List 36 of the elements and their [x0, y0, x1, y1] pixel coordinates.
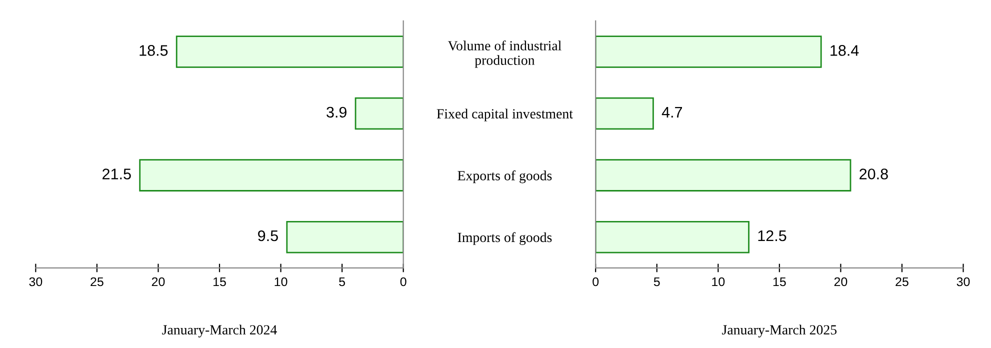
x-tick-label: 0	[400, 277, 406, 286]
x-tick-label: 10	[712, 277, 725, 286]
bar	[176, 36, 404, 68]
x-tick-label: 5	[654, 277, 660, 286]
x-tick-label: 10	[274, 277, 288, 286]
x-tick-label: 30	[956, 277, 970, 286]
y-tick-label: Fixed capital investment	[436, 108, 573, 122]
x-tick-label: 30	[29, 277, 42, 286]
data-label: 21.5	[102, 168, 131, 180]
bar	[286, 220, 404, 254]
bar	[354, 97, 404, 130]
x-axis-title: January-March 2025	[722, 324, 837, 338]
data-label: 18.4	[830, 45, 859, 56]
x-tick-label: 20	[152, 277, 165, 286]
bar	[139, 159, 404, 192]
x-axis-title: January-March 2024	[162, 324, 277, 338]
bar	[596, 36, 822, 68]
y-tick-label: Imports of goods	[458, 232, 552, 245]
x-tick-label: 15	[773, 277, 786, 286]
x-tick-label: 15	[214, 277, 226, 286]
bar	[596, 159, 852, 192]
x-tick-label: 20	[834, 277, 848, 286]
data-label: 4.7	[662, 106, 682, 118]
data-label: 18.5	[140, 45, 168, 56]
x-tick-label: 25	[90, 277, 104, 286]
data-label: 3.9	[326, 106, 346, 118]
bar	[596, 220, 750, 254]
data-label: 12.5	[758, 230, 786, 242]
x-tick-label: 25	[896, 277, 908, 286]
x-tick-label: 0	[592, 277, 599, 286]
data-label: 20.8	[860, 168, 888, 180]
y-tick-label: Volume of industrial production	[448, 40, 562, 68]
data-label: 9.5	[258, 230, 278, 242]
y-tick-label: Exports of goods	[458, 170, 552, 184]
x-tick-label: 5	[339, 277, 346, 286]
bar	[596, 97, 654, 130]
